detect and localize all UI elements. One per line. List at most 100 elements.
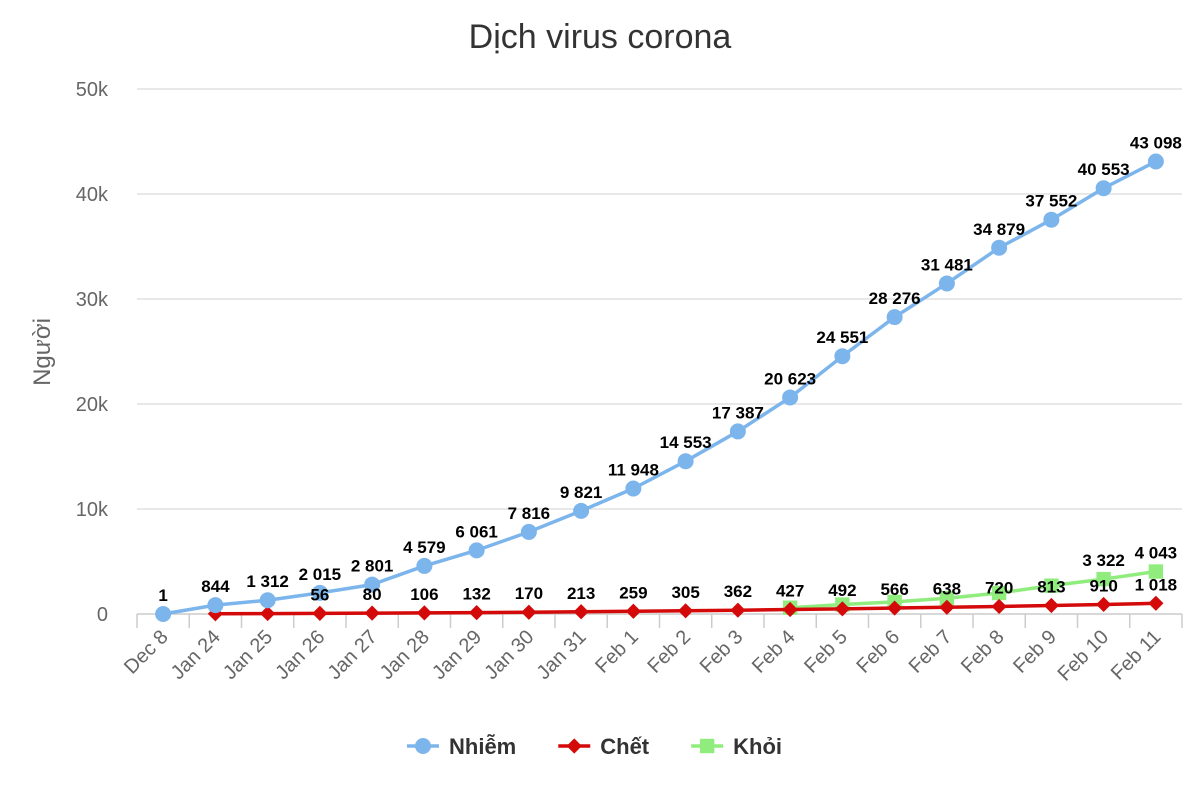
data-point <box>1148 564 1164 579</box>
x-tick-label: Jan 31 <box>533 626 591 684</box>
data-point <box>1096 571 1111 587</box>
y-tick-label: 0 <box>97 604 108 626</box>
x-tick-label: Jan 29 <box>428 626 486 684</box>
data-point <box>1147 153 1164 170</box>
x-tick-label: Dec 8 <box>120 626 173 679</box>
x-tick-label: Feb 5 <box>800 626 852 678</box>
legend-item[interactable]: Chết <box>558 734 650 759</box>
data-point <box>364 605 380 621</box>
data-label: 1 018 <box>1135 575 1178 594</box>
data-point <box>834 601 850 617</box>
y-tick-label: 10k <box>76 499 109 521</box>
data-label: 80 <box>363 585 382 604</box>
data-label: 106 <box>410 585 438 604</box>
x-tick-label: Feb 1 <box>591 626 643 678</box>
data-label: 638 <box>933 579 961 598</box>
data-label: 31 481 <box>921 255 973 274</box>
data-point <box>939 591 955 606</box>
data-label: 213 <box>567 584 595 603</box>
x-tick-label: Jan 24 <box>167 626 225 684</box>
data-point <box>259 592 276 609</box>
data-label: 6 061 <box>455 522 498 541</box>
data-label: 427 <box>776 582 804 601</box>
data-point <box>991 598 1007 615</box>
data-point <box>416 605 432 621</box>
x-tick-label: Feb 8 <box>957 626 1009 678</box>
data-point <box>469 605 485 621</box>
legend-item[interactable]: Nhiễm <box>407 734 516 759</box>
data-label: 305 <box>671 583 699 602</box>
x-tick-label: Jan 25 <box>219 626 277 684</box>
data-label: 2 801 <box>351 557 394 576</box>
y-tick-label: 20k <box>76 394 109 416</box>
data-point <box>677 453 694 470</box>
series-3 <box>782 564 1164 615</box>
legend: Nhiễm Chết Khỏi <box>407 734 782 759</box>
data-point <box>729 423 746 440</box>
data-label: 43 098 <box>1130 133 1182 152</box>
legend-label: Khỏi <box>733 734 782 759</box>
x-tick-label: Feb 11 <box>1107 626 1166 685</box>
y-axis-label: Người <box>29 318 56 386</box>
data-label: 1 <box>158 586 167 605</box>
x-tick-label: Feb 3 <box>696 626 748 678</box>
x-tick-label: Jan 26 <box>271 626 329 684</box>
data-label: 4 043 <box>1135 544 1178 563</box>
data-label: 362 <box>724 582 752 601</box>
series-2 <box>207 595 1164 622</box>
data-point <box>782 389 799 406</box>
series-line <box>790 569 1157 610</box>
data-point <box>416 557 433 574</box>
legend-item[interactable]: Khỏi <box>691 734 782 759</box>
data-point <box>468 542 485 559</box>
data-label: 132 <box>462 585 490 604</box>
data-label: 56 <box>310 585 329 604</box>
data-point <box>311 584 328 601</box>
data-label: 40 553 <box>1078 160 1130 179</box>
data-label: 566 <box>880 580 908 599</box>
data-point <box>521 604 537 620</box>
y-tick-label: 50k <box>76 79 109 101</box>
y-tick-label: 30k <box>76 289 109 311</box>
data-label: 910 <box>1089 576 1117 595</box>
data-label: 28 276 <box>869 289 921 308</box>
data-label: 20 623 <box>764 369 816 388</box>
x-tick-label: Feb 6 <box>852 626 904 678</box>
series-line <box>162 159 1157 616</box>
data-point <box>938 275 955 292</box>
legend-marker <box>415 738 431 754</box>
data-label: 24 551 <box>816 328 868 347</box>
data-point <box>1043 211 1060 228</box>
x-tick-label: Feb 4 <box>748 626 800 678</box>
data-point <box>364 576 381 593</box>
data-point <box>207 597 224 614</box>
legend-label: Chết <box>600 734 650 759</box>
data-point <box>573 604 589 620</box>
data-point <box>1148 595 1164 611</box>
x-tick-label: Feb 7 <box>905 626 957 678</box>
legend-marker <box>699 738 715 754</box>
data-point <box>887 600 903 616</box>
x-tick-label: Feb 2 <box>643 626 695 678</box>
x-tick-label: Feb 10 <box>1054 626 1114 686</box>
data-point <box>939 599 955 615</box>
chart-title: Dịch virus corona <box>469 18 732 56</box>
data-label: 17 387 <box>712 403 764 422</box>
data-point <box>312 605 328 622</box>
data-label: 37 552 <box>1025 192 1077 211</box>
data-point <box>678 603 694 619</box>
series-1 <box>155 153 1164 622</box>
data-point <box>155 605 172 622</box>
data-label: 1 312 <box>246 572 289 591</box>
data-label: 11 948 <box>608 461 659 480</box>
y-axis-ticks: 0 10k 20k 30k 40k 50k <box>76 79 109 626</box>
data-point <box>625 603 641 619</box>
series-lines <box>155 153 1164 622</box>
data-label: 492 <box>828 581 856 600</box>
data-label: 720 <box>985 578 1013 597</box>
data-point <box>730 602 746 618</box>
data-point <box>260 605 276 622</box>
data-label: 9 821 <box>560 483 603 502</box>
